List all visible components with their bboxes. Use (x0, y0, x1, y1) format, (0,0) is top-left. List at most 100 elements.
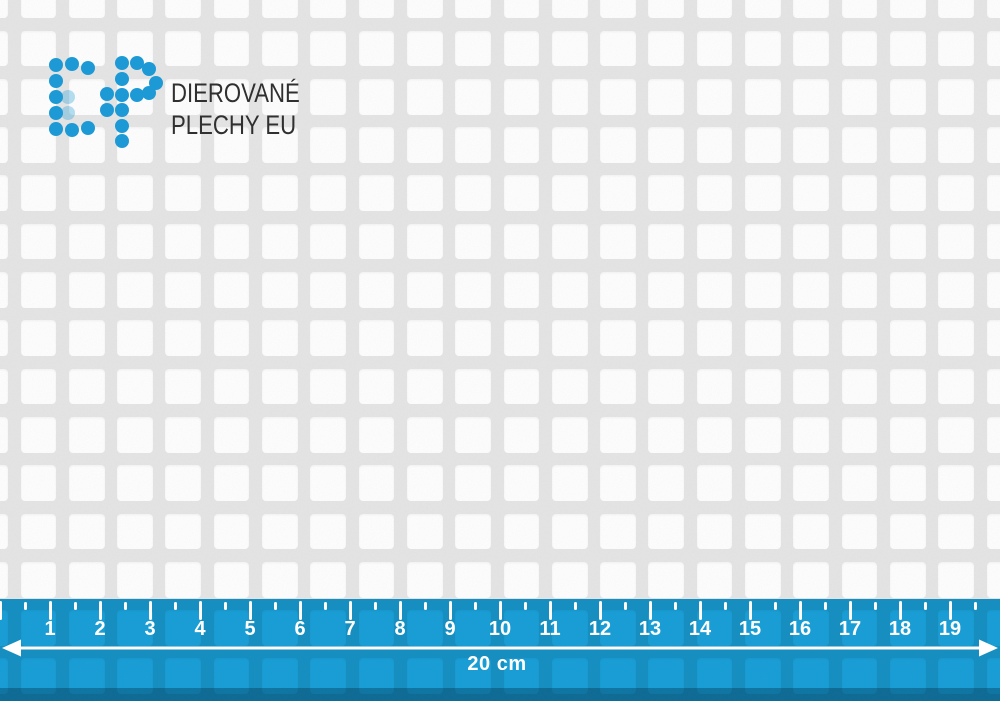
perforation-hole (406, 513, 443, 550)
perforation-hole (986, 78, 1000, 115)
perforation-hole (600, 465, 636, 501)
perforation-hole (600, 416, 636, 453)
perforation-hole (745, 513, 781, 550)
perforation-hole (213, 0, 250, 18)
perforation-hole (262, 513, 298, 550)
perforation-hole (745, 0, 781, 18)
perforation-hole (117, 175, 153, 212)
perforation-hole (358, 30, 395, 67)
perforation-hole (986, 30, 1000, 67)
perforation-hole (0, 465, 8, 501)
perforation-hole (20, 465, 57, 501)
perforation-hole (600, 320, 636, 357)
perforation-hole (117, 465, 153, 501)
perforation-hole (889, 223, 926, 260)
ruler-tick-minor (973, 602, 977, 610)
perforation-hole (648, 513, 685, 550)
perforation-hole (455, 175, 491, 212)
perforation-hole (20, 223, 57, 260)
perforation-hole (310, 175, 347, 212)
perforation-hole (68, 223, 105, 260)
perforation-hole (68, 272, 105, 308)
ruler-tick-minor (73, 602, 77, 610)
perforation-hole (165, 561, 202, 598)
perforation-hole (938, 78, 974, 115)
perforation-hole (551, 561, 588, 598)
ruler-tick-minor (723, 602, 727, 610)
perforation-hole (310, 223, 347, 260)
ruler-overlay: 1 2 3 4 5 6 7 8 9 10 11 12 13 14 15 16 17 18 19 20 cm (0, 599, 1000, 701)
perforation-hole (551, 127, 588, 163)
perforation-hole (310, 78, 347, 115)
perforation-hole (406, 78, 443, 115)
perforation-hole (696, 223, 733, 260)
perforation-hole (648, 175, 685, 212)
perforation-hole (68, 320, 105, 357)
perforation-hole (696, 320, 733, 357)
perforation-hole (0, 175, 8, 212)
perforation-hole (600, 127, 636, 163)
perforation-hole (406, 127, 443, 163)
perforation-hole (406, 175, 443, 212)
perforation-hole (745, 223, 781, 260)
perforation-hole (455, 30, 491, 67)
perforation-hole (262, 320, 298, 357)
perforation-hole (889, 320, 926, 357)
perforation-hole (745, 78, 781, 115)
perforation-hole (406, 272, 443, 308)
perforation-hole (68, 368, 105, 405)
perforation-hole (455, 320, 491, 357)
perforation-hole (68, 465, 105, 501)
perforation-hole (455, 0, 491, 18)
ruler-tick-minor (23, 602, 27, 610)
perforation-hole (358, 127, 395, 163)
perforation-hole (745, 465, 781, 501)
perforation-hole (696, 272, 733, 308)
perforation-hole (696, 368, 733, 405)
ruler-tick-minor (323, 602, 327, 610)
perforation-hole (889, 465, 926, 501)
perforation-hole (68, 416, 105, 453)
perforation-hole (406, 561, 443, 598)
perforation-hole (117, 0, 153, 18)
perforation-hole (600, 513, 636, 550)
perforation-hole (503, 0, 540, 18)
perforation-hole (165, 513, 202, 550)
perforation-hole (213, 416, 250, 453)
perforation-hole (165, 223, 202, 260)
perforation-hole (455, 416, 491, 453)
perforation-hole (986, 368, 1000, 405)
perforation-hole (0, 127, 8, 163)
perforation-hole (455, 78, 491, 115)
perforation-hole (310, 127, 347, 163)
perforation-hole (20, 561, 57, 598)
perforation-hole (938, 30, 974, 67)
perforation-hole (0, 368, 8, 405)
perforation-hole (117, 561, 153, 598)
perforation-hole (213, 272, 250, 308)
perforation-hole (696, 465, 733, 501)
perforation-hole (600, 272, 636, 308)
perforation-hole (551, 416, 588, 453)
perforation-hole (20, 272, 57, 308)
perforation-hole (938, 561, 974, 598)
perforation-hole (551, 175, 588, 212)
perforation-hole (986, 465, 1000, 501)
perforation-hole (406, 223, 443, 260)
ruler-tick-major (0, 601, 2, 620)
perforation-hole (68, 0, 105, 18)
perforation-hole (503, 127, 540, 163)
perforation-hole (841, 127, 878, 163)
perforation-hole (793, 0, 830, 18)
perforation-hole (358, 561, 395, 598)
perforation-hole (262, 416, 298, 453)
perforation-hole (938, 0, 974, 18)
perforation-hole (938, 416, 974, 453)
perforation-hole (889, 175, 926, 212)
perforation-hole (986, 223, 1000, 260)
perforation-hole (310, 30, 347, 67)
perforation-hole (889, 127, 926, 163)
perforation-hole (841, 320, 878, 357)
perforation-hole (0, 561, 8, 598)
perforation-hole (648, 30, 685, 67)
